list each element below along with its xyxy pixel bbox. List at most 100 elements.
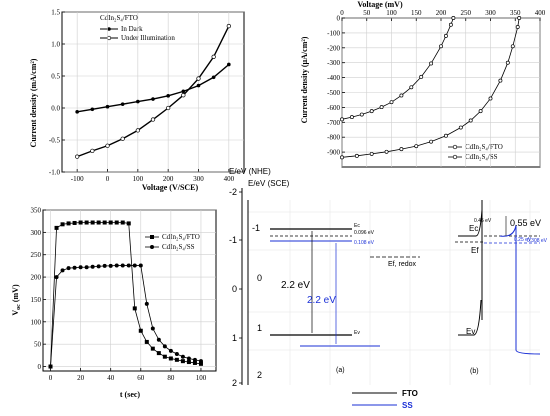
chart2-ytick-label: 150 (31, 296, 42, 304)
chart2-series-0-point (114, 220, 119, 225)
chart2-series-0-point (120, 220, 125, 225)
nhe-tick-1: 1 (232, 333, 237, 343)
chart1-series-0-point (359, 112, 364, 117)
jv-legend-dark: In Dark (121, 25, 143, 33)
chart0-xtick-label: 100 (133, 175, 144, 183)
legend-ss-marker (452, 154, 458, 160)
chart1-xtick-label: 0 (340, 9, 344, 17)
chart0-series-1-point (90, 148, 95, 154)
chart2-series-1-point (78, 265, 83, 270)
chart1-series-0-point (409, 85, 414, 90)
chart0-series-1-line (76, 25, 230, 158)
legend-voc-fto-marker (150, 235, 154, 239)
chart2-series-1-point (168, 348, 173, 353)
chart2-series-0-point (108, 220, 113, 225)
chart0-series-0-point (90, 107, 95, 112)
chart2-ytick-label: 100 (31, 318, 42, 326)
chart2-xtick-label: 60 (137, 374, 145, 382)
chart1-series-0-point (379, 105, 384, 110)
chart2-series-1-line (50, 265, 202, 367)
nhe-tick--1: -1 (229, 235, 237, 245)
chart0-series-0-point (227, 62, 231, 67)
sce-tick-0: 0 (257, 273, 262, 283)
chart0-series-1-point (211, 54, 216, 59)
chart1-ytick-label: -600 (327, 104, 340, 112)
label-ef-b: Ef (471, 246, 479, 255)
chart1-series-0-point (389, 100, 394, 105)
chart2-series-0-point (126, 221, 131, 226)
chart0-ytick-label: 1.5 (51, 9, 60, 17)
chart1-series-1-point (478, 109, 483, 114)
chart2-series-1-point (156, 337, 161, 342)
chart0-series-1-point (181, 93, 186, 98)
chart1-ytick-label: -200 (327, 44, 340, 52)
chart0-series-1-point (75, 154, 80, 159)
chart1-ytick-label: -400 (327, 74, 340, 82)
chart0-series-0-point (151, 97, 155, 101)
chart1-series-0-point (369, 109, 374, 114)
gap-black-label: 2.2 eV (281, 280, 310, 291)
chart2-ytick-label: 250 (31, 251, 42, 259)
chart0-series-0-line (77, 63, 230, 113)
chart2-series-0-point (72, 220, 77, 225)
chart0-series-1-point (226, 23, 231, 29)
ec-bend-ss (499, 224, 541, 355)
chart1-series-0-point (444, 33, 448, 38)
chart0-xtick-label: 200 (163, 175, 174, 183)
chart1-series-1-line (341, 17, 520, 158)
chart1-series-0-point (429, 61, 434, 66)
chart2-series-1-point (162, 344, 167, 349)
chart2-series-1-point (174, 352, 179, 357)
chart0-series-0-point (75, 110, 79, 114)
chart0-series-1-point (120, 136, 125, 141)
chart1-series-0-point (439, 44, 443, 49)
chart2-series-1-point (90, 264, 95, 269)
chart0-series-0-point (136, 99, 140, 104)
chart2-series-1-point (102, 263, 107, 268)
chart1-series-1-point (384, 149, 389, 154)
chart2-series-1-point (54, 275, 59, 280)
chart1-series-1-point (517, 16, 522, 20)
chart2-series-0-point (174, 357, 179, 362)
chart1-series-0-point (340, 117, 344, 122)
chart1-series-1-point (505, 60, 510, 65)
chart0-series-1-point (135, 128, 140, 133)
label-0096: 0.096 eV (354, 230, 375, 236)
sce-tick-1: 1 (257, 323, 262, 333)
chart0-ytick-label: 0.0 (51, 105, 60, 113)
chart0-series-0-point (120, 102, 125, 106)
nhe-tick--2: -2 (229, 187, 237, 197)
chart2-series-1-point (186, 356, 191, 361)
chart1-series-1-point (510, 44, 515, 49)
chart2-series-0-point (162, 354, 167, 359)
voc-legend-ss: CdIn₂S₄/SS (162, 243, 195, 251)
label-025: 0.25 eV (514, 237, 532, 243)
chart1-series-0-point (451, 16, 456, 20)
jv-legend-title: CdIn₂S₄/FTO (100, 14, 138, 22)
chart2-series-1-point (108, 263, 113, 268)
chart1-ytick-label: -700 (327, 119, 340, 127)
chart2-series-1-point (144, 301, 149, 306)
panel-b-label: (b) (470, 368, 479, 375)
nhe-ticks (239, 191, 242, 384)
panel-a-label: (a) (336, 367, 345, 374)
chart2-series-0-point (156, 351, 161, 356)
chart0-series-0-point (211, 75, 216, 80)
chart2-series-1-point (138, 263, 143, 268)
chart1-series-0-line (341, 17, 454, 120)
chart1-series-0-point (419, 74, 424, 79)
chart1-series-0-point (399, 93, 404, 98)
jv-mv-ylabel: Current density (µA/cm²) (300, 36, 309, 123)
chart1-xtick-label: 50 (363, 9, 371, 17)
chart2-xtick-label: 100 (196, 374, 207, 382)
chart2-series-1-point (60, 268, 65, 273)
band-grid (247, 200, 540, 385)
chart0-ytick-label: 0.5 (51, 73, 60, 81)
chart1-ytick-label: -800 (327, 134, 340, 142)
chart0-xtick-label: 400 (224, 175, 235, 183)
voc-legend-fto: CdIn₂S₄/FTO (162, 233, 200, 241)
ec-bend-fto (458, 200, 483, 237)
chart1-series-1-point (429, 139, 434, 144)
label-ec-a: Ec (354, 223, 360, 229)
